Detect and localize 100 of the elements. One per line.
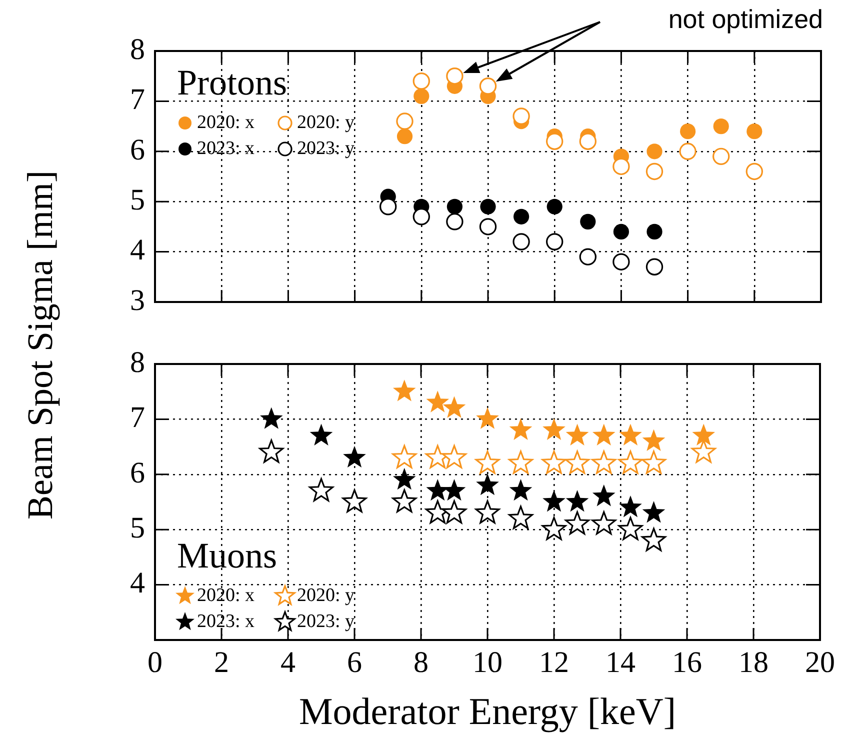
point	[642, 528, 666, 552]
text: not optimized	[668, 4, 823, 35]
point	[514, 208, 530, 224]
point	[446, 198, 462, 214]
legend-title: Protons	[177, 62, 288, 102]
point	[592, 511, 616, 535]
point	[542, 490, 566, 512]
point	[592, 484, 616, 506]
legend-title: Muons	[177, 535, 278, 576]
point	[579, 132, 596, 150]
point	[592, 450, 616, 474]
x-tick-label: 2	[214, 646, 229, 679]
point	[442, 396, 466, 418]
point	[679, 142, 696, 160]
y-tick-label: 7	[130, 401, 145, 434]
point	[746, 162, 763, 180]
point	[642, 429, 666, 451]
x-tick-label: 20	[805, 646, 835, 679]
y-tick-label: 5	[130, 511, 145, 544]
point	[509, 418, 532, 440]
point	[343, 446, 366, 468]
point	[442, 445, 466, 468]
point	[619, 424, 642, 446]
point	[508, 506, 533, 530]
point	[642, 450, 666, 474]
x-axis-title: Moderator Energy [keV]	[298, 690, 676, 734]
point	[566, 490, 589, 512]
legend-label: 2023: y	[297, 138, 356, 159]
point	[691, 440, 716, 463]
point	[475, 500, 500, 524]
point	[392, 445, 417, 468]
point	[612, 253, 630, 270]
point	[713, 118, 729, 134]
point	[476, 407, 499, 429]
y-tick-label: 7	[130, 83, 145, 116]
point	[580, 214, 596, 230]
x-tick-label: 18	[738, 646, 768, 679]
x-tick-label: 10	[472, 646, 502, 679]
point	[542, 450, 566, 474]
point	[309, 478, 334, 502]
point	[619, 496, 642, 518]
legend-label: 2020: x	[197, 584, 256, 606]
x-tick-label: 4	[280, 646, 296, 679]
y-tick-label: 4	[130, 234, 145, 267]
x-tick-label: 16	[672, 646, 702, 679]
point	[442, 478, 466, 501]
point	[380, 198, 397, 216]
legend-label: 2020: x	[197, 112, 256, 133]
point	[579, 248, 596, 266]
point	[680, 124, 696, 140]
point	[592, 424, 616, 446]
point	[546, 233, 564, 250]
legend-label: 2023: y	[297, 610, 356, 632]
x-tick-label: 0	[148, 646, 162, 679]
y-tick-label: 4	[130, 566, 145, 600]
point	[546, 198, 562, 214]
point	[476, 473, 499, 496]
point	[442, 500, 466, 524]
point	[692, 424, 716, 446]
point	[618, 450, 643, 474]
x-tick-label: 12	[539, 646, 569, 679]
point	[542, 418, 566, 440]
point	[646, 144, 662, 160]
point	[712, 148, 730, 166]
point	[509, 478, 532, 501]
y-tick-label: 8	[130, 32, 145, 66]
point	[546, 132, 564, 150]
y-tick-label: 6	[130, 456, 145, 490]
point	[475, 450, 500, 474]
point	[412, 208, 430, 226]
point	[646, 258, 664, 276]
point	[613, 224, 629, 240]
point	[642, 501, 666, 523]
point	[392, 489, 417, 513]
point	[565, 511, 590, 535]
point	[566, 424, 589, 446]
point	[508, 450, 533, 474]
legend-label: 2020: y	[297, 584, 356, 606]
point	[426, 390, 450, 412]
y-tick-label: 6	[130, 133, 145, 166]
point	[414, 88, 430, 104]
point	[259, 440, 284, 463]
point	[479, 218, 497, 236]
y-axis-title: Beam Spot Sigma [mm]	[19, 170, 61, 520]
point	[480, 198, 496, 214]
point	[412, 72, 430, 90]
x-tick-label: 14	[606, 646, 636, 679]
point	[618, 516, 643, 540]
point	[310, 424, 333, 446]
point	[342, 489, 367, 513]
point	[396, 128, 413, 144]
legend-label: 2023: x	[197, 138, 256, 159]
point	[392, 380, 416, 402]
point	[512, 233, 530, 250]
point	[260, 407, 283, 429]
x-tick-label: 8	[414, 646, 428, 679]
legend-label: 2023: x	[197, 610, 256, 632]
x-tick-label: 6	[347, 646, 362, 679]
y-tick-label: 5	[130, 183, 145, 216]
legend-label: 2020: y	[297, 112, 356, 133]
